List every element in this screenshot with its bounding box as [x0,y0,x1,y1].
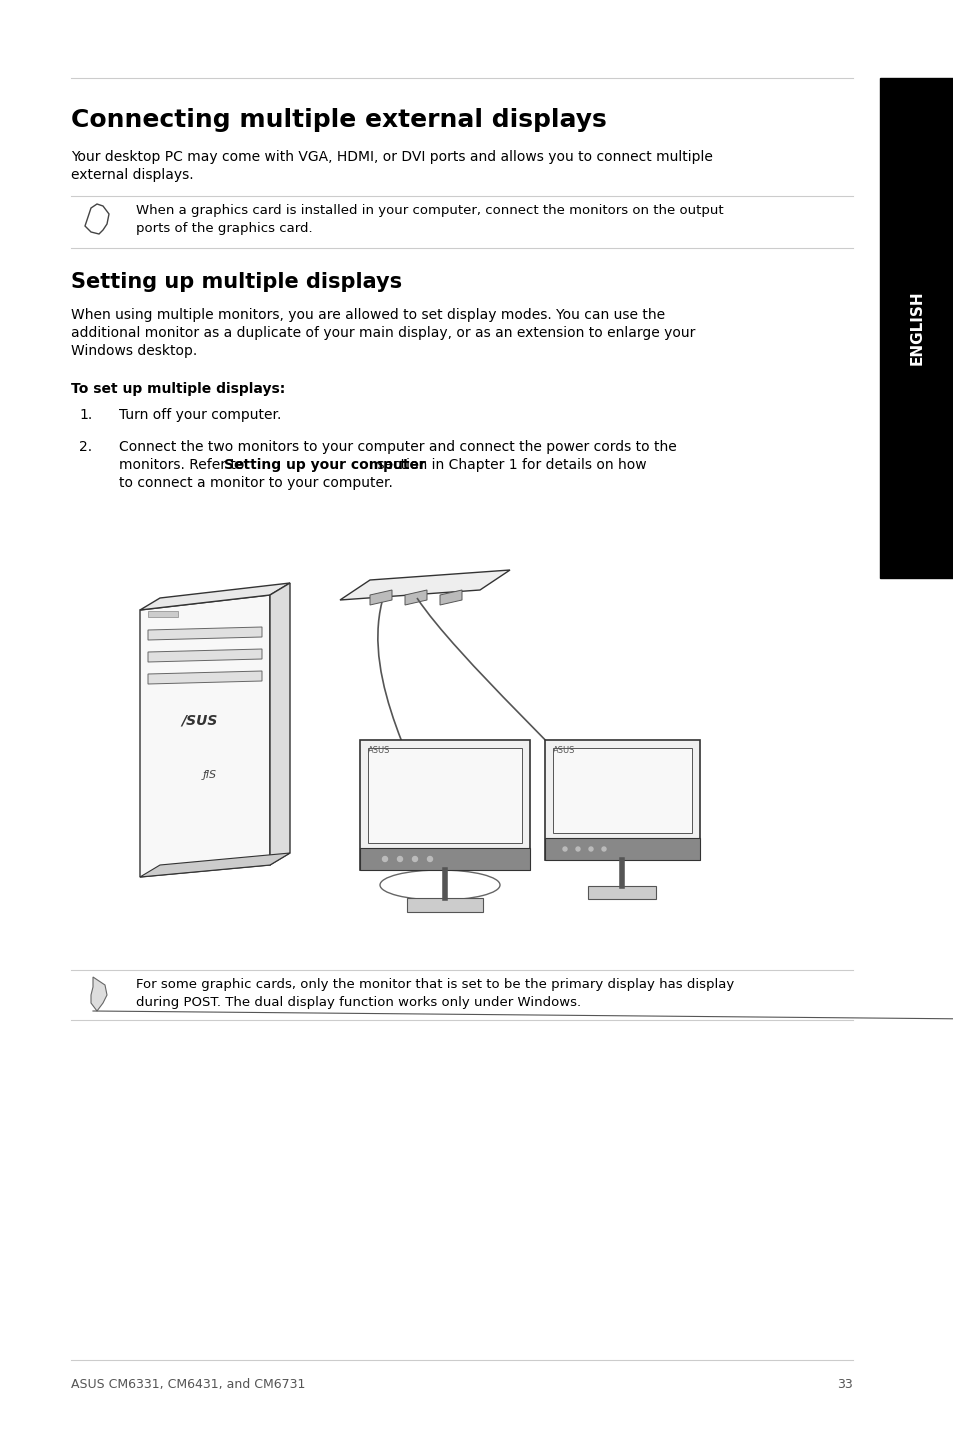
Text: additional monitor as a duplicate of your main display, or as an extension to en: additional monitor as a duplicate of you… [71,326,695,339]
Text: section in Chapter 1 for details on how: section in Chapter 1 for details on how [373,457,646,472]
Text: Your desktop PC may come with VGA, HDMI, or DVI ports and allows you to connect : Your desktop PC may come with VGA, HDMI,… [71,150,712,164]
Text: to connect a monitor to your computer.: to connect a monitor to your computer. [119,476,393,490]
Text: Connecting multiple external displays: Connecting multiple external displays [71,108,606,132]
Circle shape [588,847,593,851]
Polygon shape [148,672,262,684]
Bar [359,741,530,870]
Text: ASUS CM6331, CM6431, and CM6731: ASUS CM6331, CM6431, and CM6731 [71,1378,305,1391]
Text: Windows desktop.: Windows desktop. [71,344,197,358]
Bar [407,897,482,912]
Circle shape [427,857,432,861]
Circle shape [397,857,402,861]
Bar [588,886,656,899]
Polygon shape [148,649,262,661]
Text: For some graphic cards, only the monitor that is set to be the primary display h: For some graphic cards, only the monitor… [136,978,734,991]
Polygon shape [370,590,392,605]
Text: Turn off your computer.: Turn off your computer. [119,408,281,421]
Text: ports of the graphics card.: ports of the graphics card. [136,221,313,234]
Text: 33: 33 [837,1378,852,1391]
Polygon shape [140,582,290,610]
Text: When a graphics card is installed in your computer, connect the monitors on the : When a graphics card is installed in you… [136,204,723,217]
Text: ENGLISH: ENGLISH [908,290,923,365]
Bar [879,78,953,578]
Polygon shape [439,590,461,605]
Polygon shape [405,590,427,605]
Text: ASUS: ASUS [368,746,390,755]
Circle shape [412,857,417,861]
Text: When using multiple monitors, you are allowed to set display modes. You can use : When using multiple monitors, you are al… [71,308,664,322]
Polygon shape [140,595,270,877]
Circle shape [576,847,579,851]
Text: /SUS: /SUS [182,713,218,728]
Text: Connect the two monitors to your computer and connect the power cords to the: Connect the two monitors to your compute… [119,440,676,454]
Polygon shape [148,627,262,640]
Bar [544,741,700,860]
Text: Setting up your computer: Setting up your computer [224,457,426,472]
Text: To set up multiple displays:: To set up multiple displays: [71,383,285,395]
Polygon shape [339,569,510,600]
Text: during POST. The dual display function works only under Windows.: during POST. The dual display function w… [136,997,580,1009]
Text: Setting up multiple displays: Setting up multiple displays [71,272,402,292]
Circle shape [601,847,605,851]
Text: monitors. Refer to: monitors. Refer to [119,457,249,472]
Polygon shape [270,582,290,866]
Text: 1.: 1. [79,408,92,421]
Bar [148,611,178,617]
Text: ƒlS: ƒlS [203,769,217,779]
Bar [368,748,521,843]
Polygon shape [140,853,290,877]
Polygon shape [91,976,107,1011]
Bar [544,838,700,860]
Bar [553,748,691,833]
Bar [359,848,530,870]
Text: ASUS: ASUS [553,746,575,755]
Circle shape [562,847,566,851]
Text: 2.: 2. [79,440,92,454]
Circle shape [382,857,387,861]
Text: external displays.: external displays. [71,168,193,183]
